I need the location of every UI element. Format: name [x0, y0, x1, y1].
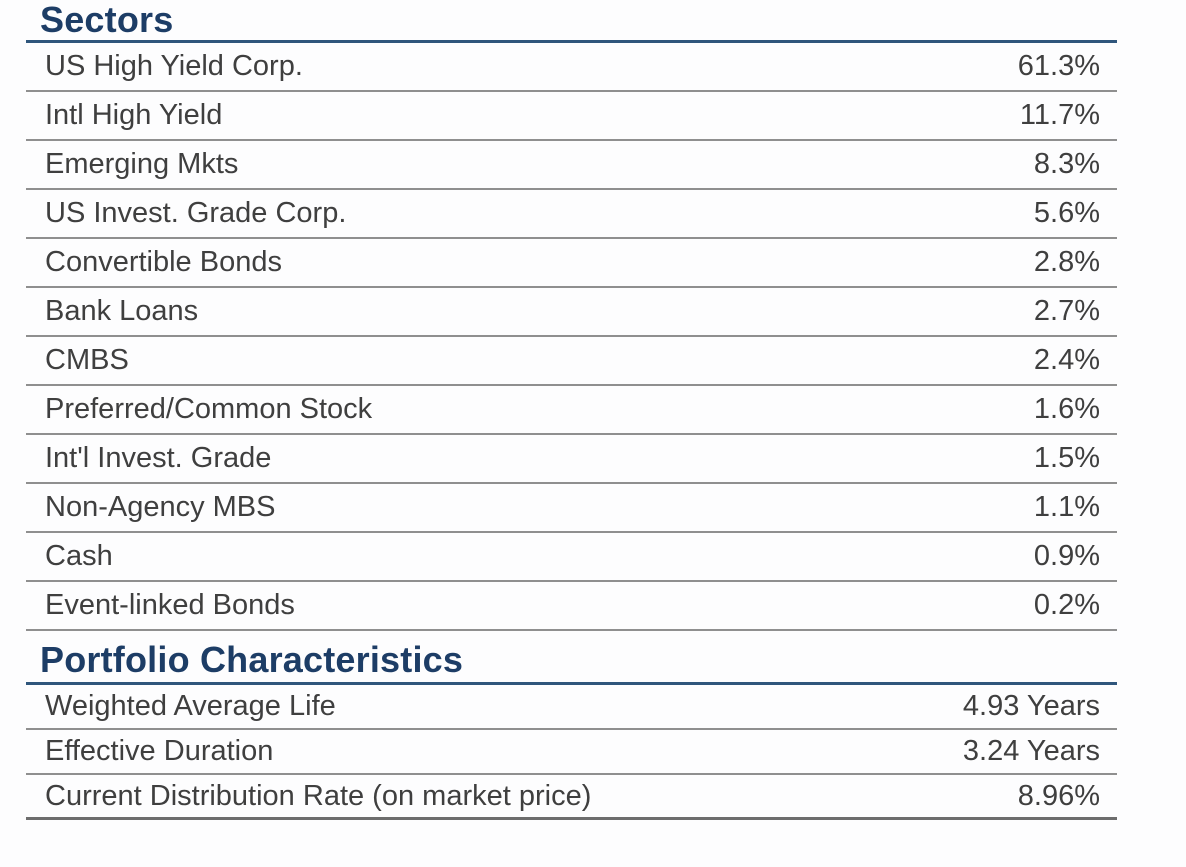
row-value: 1.6%	[1033, 393, 1100, 425]
sectors-table: US High Yield Corp. 61.3% Intl High Yield 1…	[26, 43, 1117, 631]
row-label: Event-linked Bonds	[45, 589, 295, 621]
row-label: Non-Agency MBS	[45, 491, 276, 523]
table-row: Emerging Mkts 8.3%	[26, 141, 1117, 190]
table-row: Non-Agency MBS 1.1%	[26, 484, 1117, 533]
table-row: Cash 0.9%	[26, 533, 1117, 582]
row-value: 5.6%	[1033, 197, 1100, 229]
row-value: 61.3%	[1017, 50, 1100, 82]
row-value: 4.93 Years	[962, 690, 1100, 722]
row-value: 1.5%	[1033, 442, 1100, 474]
table-row: Effective Duration 3.24 Years	[26, 730, 1117, 775]
row-value: 11.7%	[1019, 99, 1100, 131]
row-label: Bank Loans	[45, 295, 199, 327]
row-label: Convertible Bonds	[45, 246, 282, 278]
row-label: Cash	[45, 540, 113, 572]
row-value: 8.96%	[1017, 779, 1100, 812]
table-row: Convertible Bonds 2.8%	[26, 239, 1117, 288]
row-label: CMBS	[45, 344, 129, 376]
portfolio-characteristics-section: Portfolio Characteristics Weighted Avera…	[26, 631, 1117, 820]
row-label: US High Yield Corp.	[45, 50, 303, 82]
sectors-section: Sectors US High Yield Corp. 61.3% Intl Hig…	[26, 0, 1117, 631]
row-value: 0.2%	[1033, 589, 1100, 621]
row-value: 2.4%	[1033, 344, 1100, 376]
row-label: Int'l Invest. Grade	[45, 442, 272, 474]
table-row: Preferred/Common Stock 1.6%	[26, 386, 1117, 435]
row-label: Weighted Average Life	[45, 690, 336, 722]
table-row: Bank Loans 2.7%	[26, 288, 1117, 337]
row-value: 3.24 Years	[962, 735, 1100, 767]
row-value: 1.1%	[1033, 491, 1100, 523]
table-row: Int'l Invest. Grade 1.5%	[26, 435, 1117, 484]
table-row: Current Distribution Rate (on market pri…	[26, 775, 1117, 820]
row-label: US Invest. Grade Corp.	[45, 197, 347, 229]
row-label: Emerging Mkts	[45, 148, 239, 180]
table-row: US Invest. Grade Corp. 5.6%	[26, 190, 1117, 239]
row-value: 2.8%	[1033, 246, 1100, 278]
table-row: Weighted Average Life 4.93 Years	[26, 685, 1117, 730]
row-label: Preferred/Common Stock	[45, 393, 373, 425]
row-label: Intl High Yield	[45, 99, 223, 131]
sectors-section-title: Sectors	[26, 0, 1117, 43]
row-value: 8.3%	[1033, 148, 1100, 180]
row-label: Effective Duration	[45, 735, 274, 767]
table-row: US High Yield Corp. 61.3%	[26, 43, 1117, 92]
portfolio-characteristics-section-title: Portfolio Characteristics	[26, 631, 1117, 685]
table-row: CMBS 2.4%	[26, 337, 1117, 386]
table-row: Intl High Yield 11.7%	[26, 92, 1117, 141]
table-row: Event-linked Bonds 0.2%	[26, 582, 1117, 631]
row-value: 0.9%	[1033, 540, 1100, 572]
portfolio-characteristics-table: Weighted Average Life 4.93 Years Effective…	[26, 685, 1117, 820]
row-label: Current Distribution Rate (on market pri…	[45, 779, 592, 812]
row-value: 2.7%	[1033, 295, 1100, 327]
